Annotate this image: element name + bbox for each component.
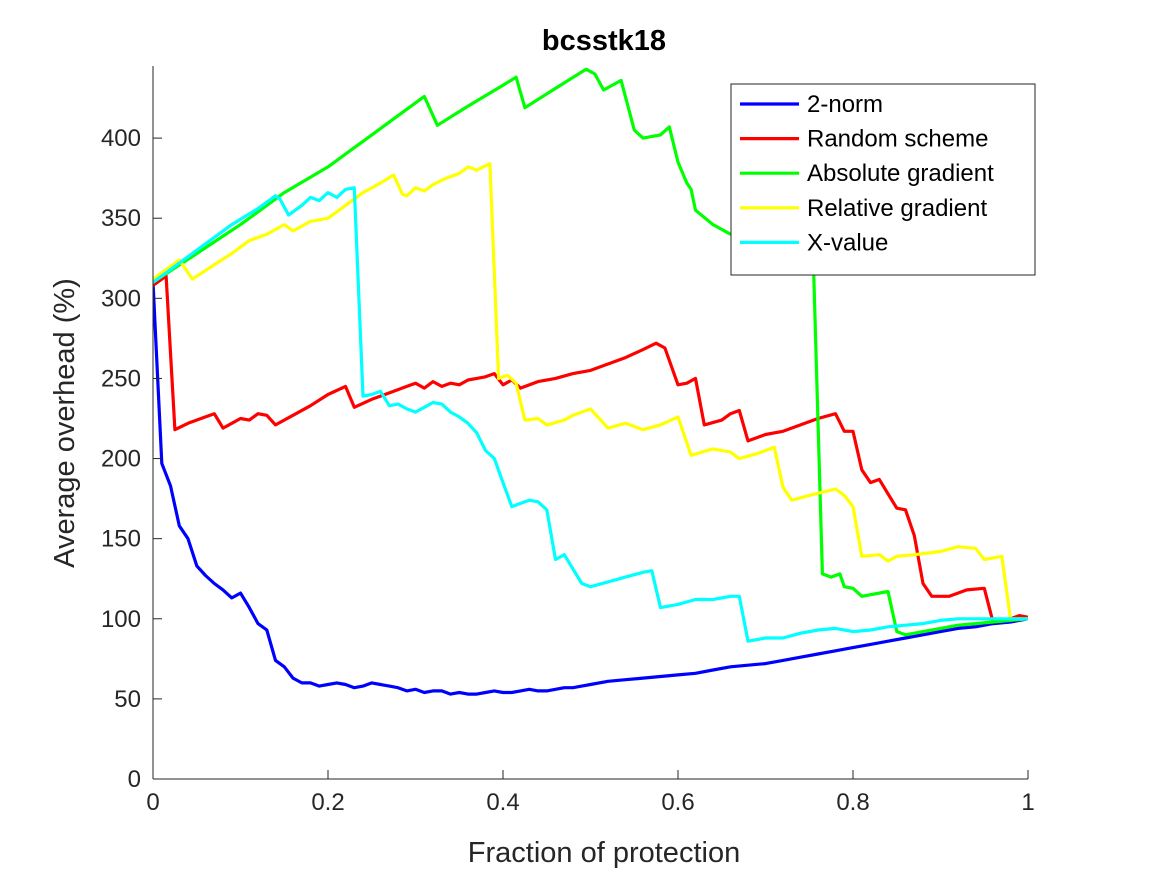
x-tick-label: 0 bbox=[146, 789, 159, 816]
legend-label: X-value bbox=[807, 229, 888, 256]
y-tick-label: 300 bbox=[101, 285, 141, 312]
y-tick-label: 0 bbox=[128, 766, 141, 793]
y-tick-label: 200 bbox=[101, 446, 141, 473]
series-line-1 bbox=[153, 274, 1028, 624]
x-tick-label: 0.6 bbox=[661, 789, 694, 816]
series-line-0 bbox=[153, 280, 1028, 696]
y-tick-label: 150 bbox=[101, 526, 141, 553]
legend-label: Random scheme bbox=[807, 126, 988, 153]
x-tick-label: 0.4 bbox=[486, 789, 519, 816]
x-tick-label: 1 bbox=[1021, 789, 1034, 816]
legend: 2-norm Random scheme Absolute gradient Rela… bbox=[730, 83, 1036, 276]
y-tick-label: 350 bbox=[101, 205, 141, 232]
x-tick-label: 0.2 bbox=[311, 789, 344, 816]
series-line-4 bbox=[153, 186, 1028, 643]
y-tick-label: 400 bbox=[101, 125, 141, 152]
x-axis-title: Fraction of protection bbox=[468, 837, 740, 869]
legend-label: 2-norm bbox=[807, 91, 883, 118]
chart-title: bcsstk18 bbox=[542, 25, 666, 57]
plot-area bbox=[153, 67, 1028, 696]
legend-label: Absolute gradient bbox=[807, 160, 994, 187]
y-tick-label: 250 bbox=[101, 365, 141, 392]
y-tick-label: 50 bbox=[114, 686, 141, 713]
y-axis-title: Average overhead (%) bbox=[49, 278, 81, 568]
series-line-3 bbox=[153, 162, 1028, 621]
x-tick-label: 0.8 bbox=[836, 789, 869, 816]
legend-label: Relative gradient bbox=[807, 195, 987, 222]
y-tick-label: 100 bbox=[101, 606, 141, 633]
axes: 0 0.2 0.4 0.6 0.8 1 0 50 100 150 200 250 300 350 400 bbox=[101, 66, 1035, 816]
